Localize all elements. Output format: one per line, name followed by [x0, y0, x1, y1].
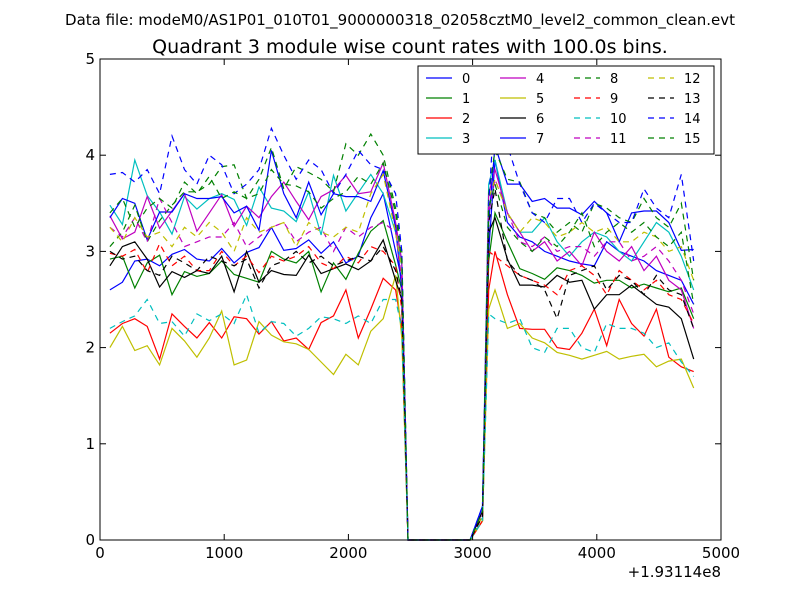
legend-label-12: 12: [684, 72, 701, 87]
legend-label-10: 10: [610, 112, 627, 127]
series-line-10: [109, 293, 695, 541]
x-tick-label: 4000: [578, 544, 616, 562]
chart-title: Quadrant 3 module wise count rates with …: [152, 36, 668, 58]
data-file-label: Data file: modeM0/AS1P01_010T01_90000003…: [65, 11, 735, 30]
plot-frame: [99, 58, 722, 541]
legend-box: [417, 65, 715, 155]
x-tick-label: 5000: [702, 544, 740, 562]
legend-label-13: 13: [684, 92, 701, 107]
x-axis: 0 1000 2000 3000 4000 5000: [95, 59, 740, 562]
y-tick-label: 3: [85, 242, 95, 260]
legend-label-3: 3: [462, 132, 470, 147]
x-axis-offset-label: +1.93114e8: [628, 563, 721, 581]
y-tick-label: 5: [85, 50, 95, 68]
legend-label-14: 14: [684, 112, 701, 127]
x-tick-label: 1000: [205, 544, 243, 562]
legend-label-7: 7: [536, 132, 544, 147]
y-tick-label: 2: [85, 339, 95, 357]
y-tick-label: 0: [85, 531, 95, 549]
series-line-14: [109, 102, 695, 541]
x-tick-label: 3000: [454, 544, 492, 562]
legend-label-11: 11: [610, 132, 627, 147]
x-tick-label: 0: [95, 544, 105, 562]
legend-label-6: 6: [536, 112, 544, 127]
legend-label-2: 2: [462, 112, 470, 127]
legend-label-15: 15: [684, 132, 701, 147]
series-layer: [109, 102, 695, 541]
y-tick-label: 4: [85, 146, 95, 164]
series-line-12: [109, 172, 695, 541]
legend-label-4: 4: [536, 72, 544, 87]
legend-label-1: 1: [462, 92, 470, 107]
legend-label-0: 0: [462, 72, 470, 87]
legend-label-9: 9: [610, 92, 618, 107]
legend-label-8: 8: [610, 72, 618, 87]
legend-label-5: 5: [536, 92, 544, 107]
x-tick-label: 2000: [329, 544, 367, 562]
series-line-13: [109, 188, 695, 541]
y-tick-label: 1: [85, 435, 95, 453]
